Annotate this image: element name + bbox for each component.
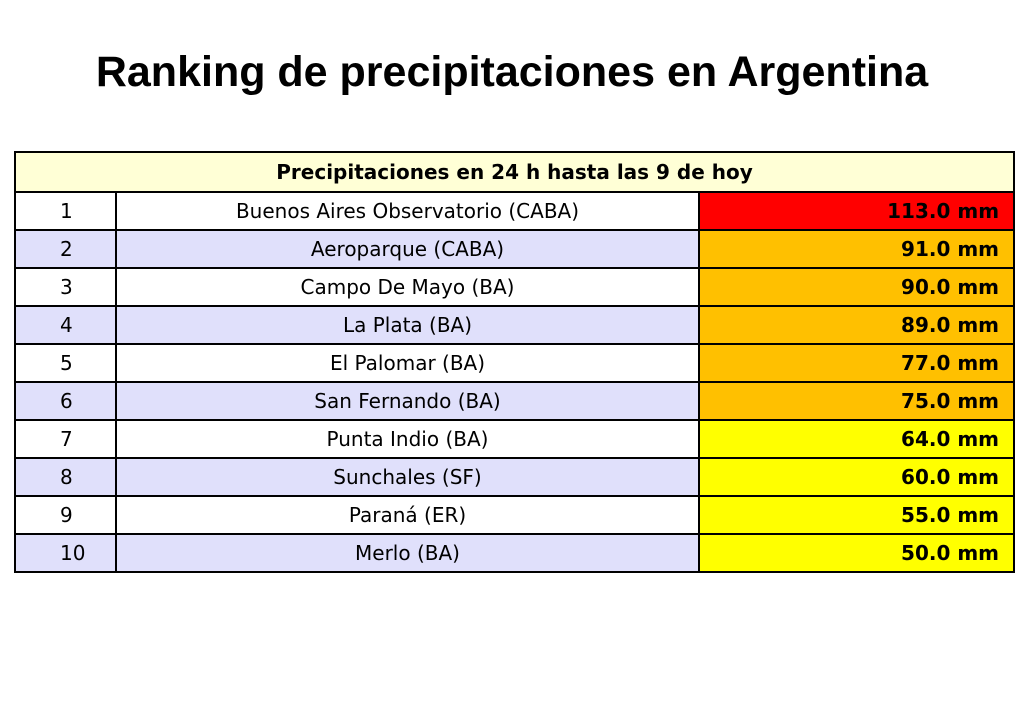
rank-cell: 5 <box>14 343 117 383</box>
table-row: 2 Aeroparque (CABA) 91.0 mm <box>14 229 1016 269</box>
precipitation-value-cell: 77.0 mm <box>697 343 1016 383</box>
precipitation-value-cell: 60.0 mm <box>697 457 1016 497</box>
table-row: 9 Paraná (ER) 55.0 mm <box>14 495 1016 535</box>
precipitation-value-cell: 75.0 mm <box>697 381 1016 421</box>
station-cell: Buenos Aires Observatorio (CABA) <box>115 191 700 231</box>
station-cell: Sunchales (SF) <box>115 457 700 497</box>
station-cell: Punta Indio (BA) <box>115 419 700 459</box>
precipitation-value-cell: 64.0 mm <box>697 419 1016 459</box>
table-row: 1 Buenos Aires Observatorio (CABA) 113.0… <box>14 191 1016 231</box>
station-cell: Paraná (ER) <box>115 495 700 535</box>
table-row: 3 Campo De Mayo (BA) 90.0 mm <box>14 267 1016 307</box>
rank-cell: 9 <box>14 495 117 535</box>
table-row: 6 San Fernando (BA) 75.0 mm <box>14 381 1016 421</box>
precipitation-value-cell: 89.0 mm <box>697 305 1016 345</box>
table-row: 7 Punta Indio (BA) 64.0 mm <box>14 419 1016 459</box>
precipitation-ranking-table: Precipitaciones en 24 h hasta las 9 de h… <box>13 151 1016 573</box>
station-cell: San Fernando (BA) <box>115 381 700 421</box>
station-cell: Merlo (BA) <box>115 533 700 573</box>
table-row: 4 La Plata (BA) 89.0 mm <box>14 305 1016 345</box>
station-cell: Aeroparque (CABA) <box>115 229 700 269</box>
precipitation-value-cell: 91.0 mm <box>697 229 1016 269</box>
station-cell: La Plata (BA) <box>115 305 700 345</box>
rank-cell: 4 <box>14 305 117 345</box>
rank-cell: 3 <box>14 267 117 307</box>
table-row: 5 El Palomar (BA) 77.0 mm <box>14 343 1016 383</box>
precipitation-value-cell: 113.0 mm <box>697 191 1016 231</box>
table-row: 10 Merlo (BA) 50.0 mm <box>14 533 1016 573</box>
station-cell: El Palomar (BA) <box>115 343 700 383</box>
table-row: 8 Sunchales (SF) 60.0 mm <box>14 457 1016 497</box>
rank-cell: 7 <box>14 419 117 459</box>
rank-cell: 8 <box>14 457 117 497</box>
rank-cell: 6 <box>14 381 117 421</box>
rank-cell: 1 <box>14 191 117 231</box>
station-cell: Campo De Mayo (BA) <box>115 267 700 307</box>
rank-cell: 10 <box>14 533 117 573</box>
table-header: Precipitaciones en 24 h hasta las 9 de h… <box>13 151 1016 193</box>
table-header-row: Precipitaciones en 24 h hasta las 9 de h… <box>13 151 1016 193</box>
precipitation-value-cell: 50.0 mm <box>697 533 1016 573</box>
precipitation-value-cell: 90.0 mm <box>697 267 1016 307</box>
precipitation-value-cell: 55.0 mm <box>697 495 1016 535</box>
page-title: Ranking de precipitaciones en Argentina <box>95 48 929 96</box>
rank-cell: 2 <box>14 229 117 269</box>
